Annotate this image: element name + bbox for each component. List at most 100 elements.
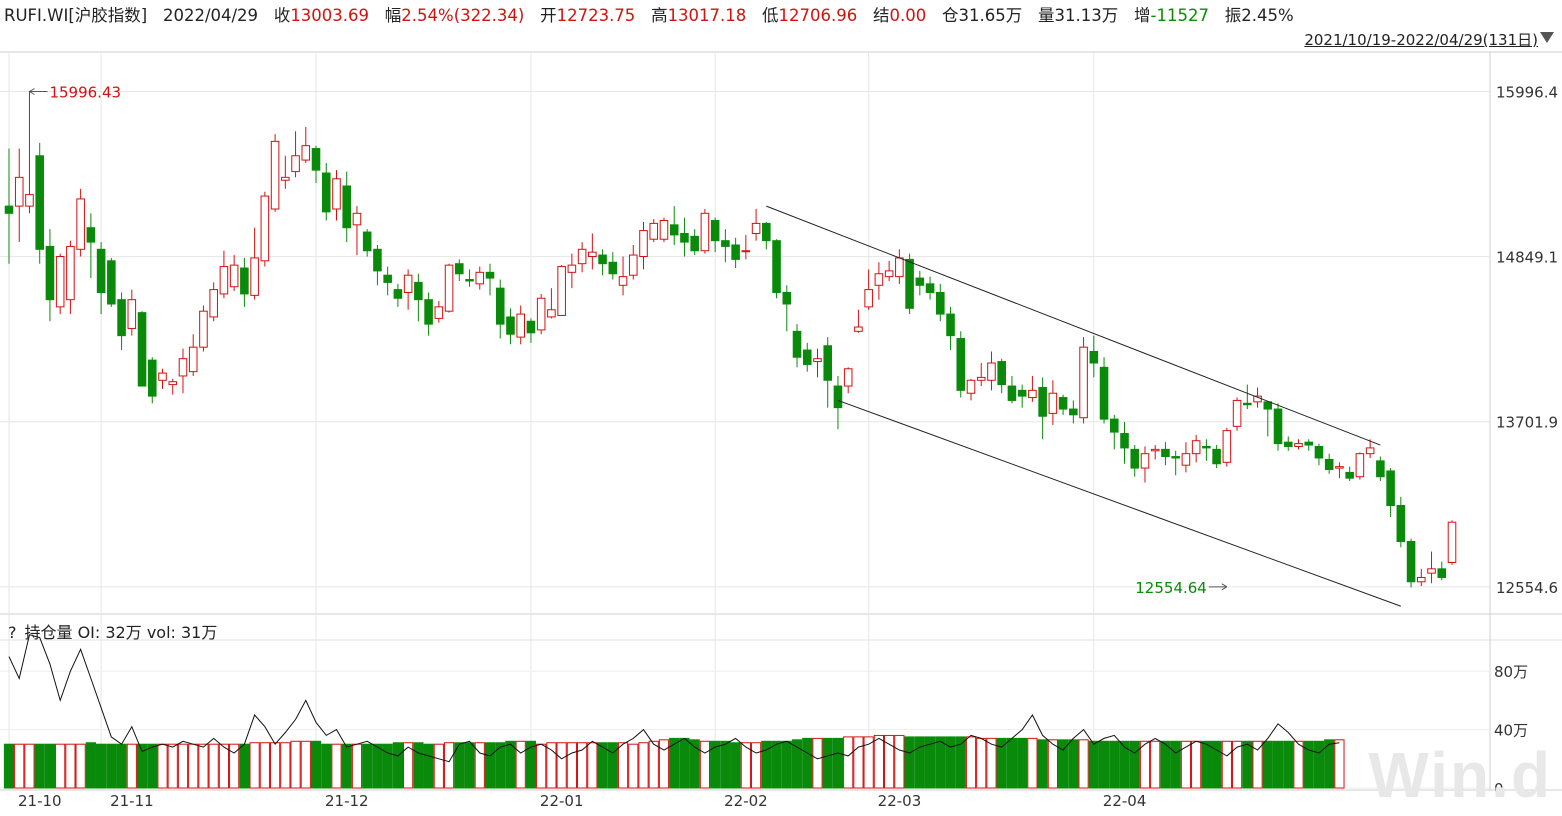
high-label: 高 [651, 6, 668, 25]
volume-bar [935, 736, 946, 789]
volume-bar [597, 742, 608, 789]
candle-body [976, 376, 986, 381]
volume-bar [116, 743, 127, 789]
candle-body [772, 240, 781, 293]
candle-body [1294, 443, 1303, 447]
watermark-logo: Win.d [1368, 739, 1552, 811]
volume-bar [515, 740, 526, 789]
volume-bar [1068, 739, 1079, 789]
volume-bar [75, 743, 86, 789]
candle-body [762, 222, 771, 242]
candle-body [506, 316, 515, 335]
volume-bar [300, 740, 311, 789]
candle-body [936, 291, 945, 315]
volume-bar [1293, 740, 1304, 789]
volume-bar [965, 736, 977, 789]
volume-bar [464, 742, 475, 789]
candle-body [833, 385, 843, 409]
candle-body [1396, 504, 1406, 542]
candle-body [383, 274, 392, 283]
change-label: 幅 [384, 6, 402, 25]
volume-bar [351, 743, 363, 789]
volume-bar [1160, 740, 1171, 789]
volume-bar [945, 736, 956, 789]
trend-channel-line [837, 399, 1402, 607]
candle-body [895, 257, 904, 278]
volume-bar [136, 743, 148, 789]
candle-body [1376, 460, 1385, 478]
candle-body [1140, 453, 1150, 469]
volume-bar [484, 742, 496, 789]
candle-body [854, 326, 863, 332]
candle-body [1283, 441, 1293, 447]
volume-bar [1324, 739, 1335, 789]
candle-body [987, 362, 996, 381]
volume-bar [392, 742, 403, 789]
settle-value: 0.00 [889, 6, 927, 25]
range-dropdown-icon[interactable] [1540, 32, 1554, 43]
volume-bar [1262, 740, 1273, 789]
candle-body [1345, 471, 1354, 479]
candle-body [690, 235, 699, 252]
change-value: 2.54%(322.34) [401, 6, 525, 25]
volume-bar [587, 742, 598, 789]
x-tick-label: 22-04 [1103, 792, 1147, 810]
candle-body [1447, 521, 1457, 563]
candle-body [4, 205, 14, 214]
volume-bar [239, 743, 250, 789]
candle-body [639, 230, 648, 257]
candle-body [1406, 540, 1416, 583]
candle-body [1243, 402, 1252, 406]
candle-body [628, 254, 638, 276]
candle-body [598, 254, 607, 265]
quote-date: 2022/04/29 [162, 6, 259, 25]
volume-bar [1058, 739, 1069, 789]
candle-body [802, 349, 812, 365]
volume-bar [44, 743, 56, 789]
volume-bar [55, 743, 66, 789]
candle-body [1161, 448, 1170, 458]
volume-bar [730, 742, 741, 789]
volume-bar [976, 737, 987, 789]
candle-body [782, 291, 792, 305]
candle-body [1028, 389, 1037, 399]
volume-bar [1211, 740, 1222, 789]
help-icon[interactable]: ? [8, 623, 17, 642]
low-marker-arrow [1221, 583, 1228, 591]
candle-body [843, 368, 853, 387]
volume-bar [505, 740, 516, 789]
volume-bar [321, 743, 332, 789]
candle-body [618, 276, 628, 286]
candle-body [219, 266, 229, 295]
volume-bar [996, 737, 1007, 789]
candle-body [199, 310, 208, 348]
date-range-selector[interactable]: 2021/10/19-2022/04/29(131日) [1304, 31, 1538, 49]
x-tick-label: 21-11 [110, 792, 154, 810]
y-tick-label: 14849.1 [1496, 249, 1558, 267]
candle-body [168, 381, 178, 386]
volume-bar [710, 740, 721, 789]
candle-body [107, 260, 116, 305]
candle-body [178, 358, 188, 377]
candle-body [1335, 466, 1344, 469]
candle-body [680, 232, 689, 243]
candle-body [25, 194, 34, 207]
candle-body [311, 148, 321, 171]
volume-bar [208, 743, 219, 789]
candle-body [96, 248, 106, 293]
volume-bar [863, 736, 874, 789]
candle-body [577, 248, 587, 265]
candle-body [465, 279, 474, 282]
open-interest-line [8, 634, 1340, 763]
candle-body [1417, 576, 1426, 583]
candle-body [1181, 453, 1191, 466]
volume-tick-label: 40万 [1494, 722, 1528, 740]
candle-body [332, 178, 341, 210]
low-marker-label: 12554.64 [1135, 579, 1207, 597]
increase-label: 增 [1134, 6, 1151, 25]
candle-body [956, 338, 966, 391]
volume-bar [577, 742, 588, 789]
candle-body [1304, 441, 1314, 446]
high-marker-arrow [29, 88, 35, 95]
